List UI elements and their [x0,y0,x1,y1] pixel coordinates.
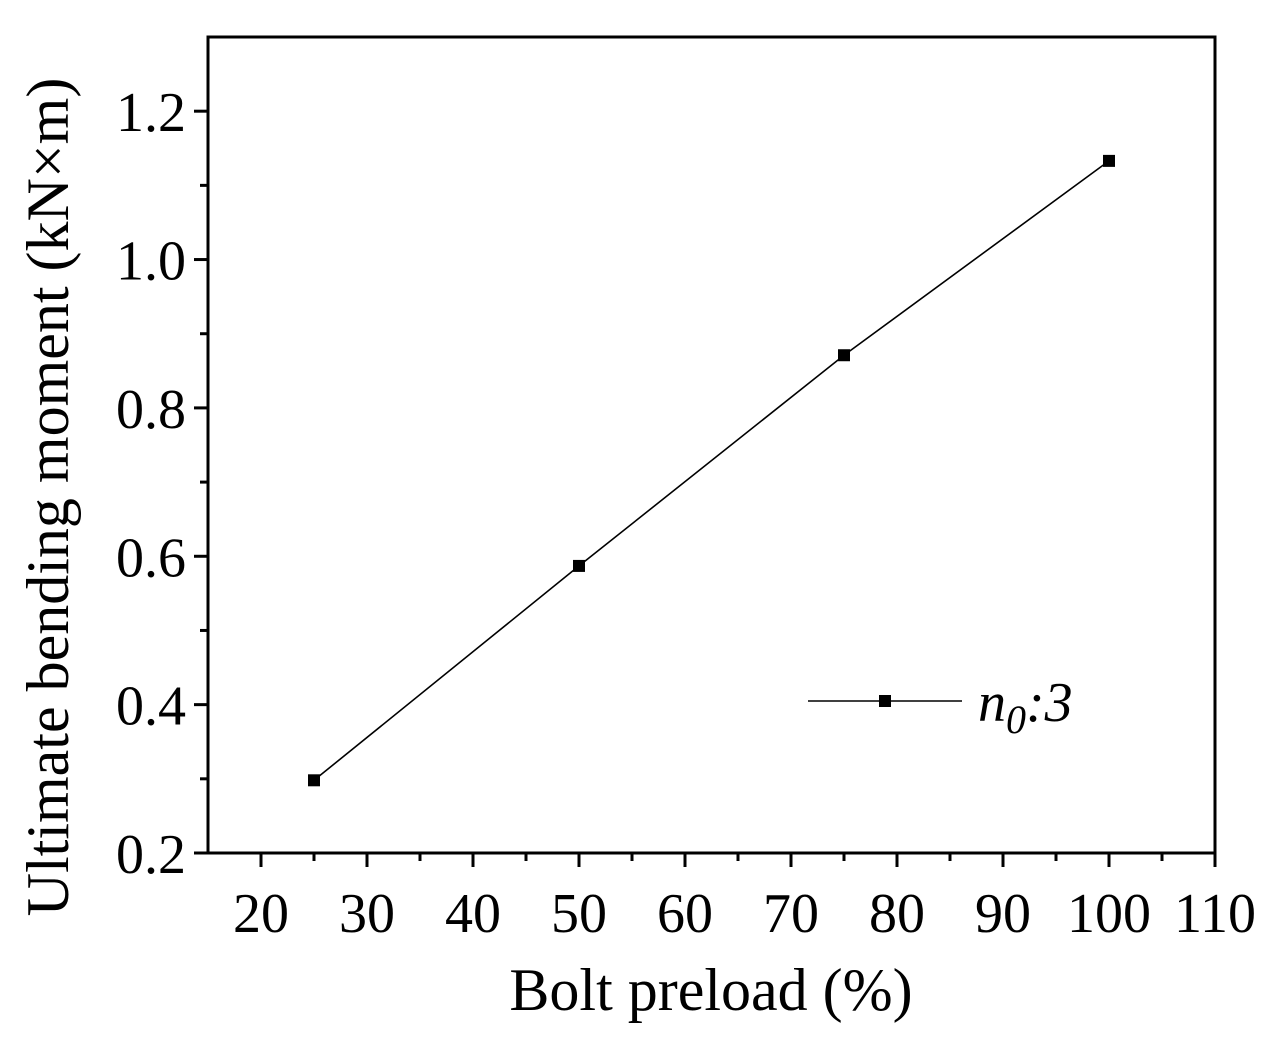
x-tick-label: 100 [1067,883,1151,945]
x-tick-label: 90 [975,883,1031,945]
x-axis-ticks: 20 30 40 50 60 70 80 90 100 110 [233,853,1256,945]
x-axis-title: Bolt preload (%) [509,957,912,1023]
y-axis-ticks: 0.2 0.4 0.6 0.8 1.0 1.2 [116,82,208,886]
series-line [313,160,1110,781]
y-tick-label: 0.8 [116,379,186,441]
legend-label: n0:3 [978,672,1073,742]
data-point-marker [573,559,585,572]
legend: n0:3 [808,672,1073,742]
series-layer [308,154,1115,787]
y-tick-label: 1.0 [116,231,186,293]
x-tick-label: 30 [339,883,395,945]
x-tick-label: 50 [551,883,607,945]
data-point-marker [838,349,850,362]
y-tick-label: 0.4 [116,676,186,738]
y-tick-label: 1.2 [116,82,186,144]
y-axis-title: Ultimate bending moment (kN×m) [15,78,81,917]
legend-marker [879,695,891,707]
data-point-marker [1103,154,1115,167]
plot-frame [206,35,1217,855]
x-tick-label: 20 [233,883,289,945]
y-tick-label: 0.6 [116,527,186,589]
y-tick-label: 0.2 [116,824,186,886]
x-tick-label: 110 [1174,883,1256,945]
x-tick-label: 40 [445,883,501,945]
x-tick-label: 60 [657,883,713,945]
data-point-marker [308,774,320,787]
x-tick-label: 80 [869,883,925,945]
x-tick-label: 70 [763,883,819,945]
